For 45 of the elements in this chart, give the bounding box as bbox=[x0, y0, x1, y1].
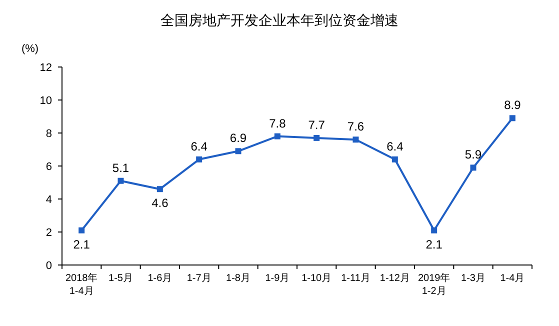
point bbox=[78, 227, 85, 234]
data-label: 6.9 bbox=[230, 131, 247, 146]
x-tick-label: 2019年 1-2月 bbox=[418, 272, 450, 297]
x-tick-label: 1-6月 bbox=[148, 273, 172, 284]
data-label: 5.1 bbox=[112, 160, 130, 175]
x-tick-label: 1-7月 bbox=[186, 273, 212, 284]
y-tick-label: 2 bbox=[46, 227, 52, 239]
data-label: 7.8 bbox=[269, 116, 286, 130]
x-tick-label: 1-9月 bbox=[265, 273, 290, 284]
point bbox=[431, 227, 438, 234]
point bbox=[392, 156, 398, 162]
data-label: 4.6 bbox=[152, 196, 169, 210]
data-label: 6.4 bbox=[190, 139, 208, 154]
y-tick-label: 0 bbox=[46, 260, 52, 272]
x-tick-label: 1-10月 bbox=[302, 273, 332, 284]
x-tick-label: 2018年 1-4月 bbox=[65, 272, 98, 297]
data-label: 8.9 bbox=[504, 98, 522, 112]
y-tick-label: 10 bbox=[40, 95, 52, 107]
y-tick-label: 12 bbox=[40, 62, 52, 74]
y-tick-label: 8 bbox=[46, 128, 52, 140]
point bbox=[314, 134, 320, 141]
y-axis-title: (%) bbox=[21, 43, 39, 55]
data-label: 5.9 bbox=[464, 148, 482, 162]
data-label: 7.7 bbox=[308, 118, 326, 132]
chart-title: 全国房地产开发企业本年到位资金增速 bbox=[160, 12, 398, 28]
data-label: 6.4 bbox=[386, 139, 404, 154]
point bbox=[352, 136, 359, 143]
x-tick-label: 1-12月 bbox=[380, 273, 410, 284]
point bbox=[196, 156, 202, 162]
point bbox=[470, 164, 476, 171]
data-label: 7.6 bbox=[347, 120, 364, 134]
point bbox=[509, 115, 516, 122]
x-tick-label: 1-11月 bbox=[341, 273, 370, 284]
point bbox=[118, 178, 124, 184]
data-label: 2.1 bbox=[426, 237, 443, 252]
point bbox=[156, 186, 163, 192]
x-tick-label: 1-8月 bbox=[226, 273, 250, 284]
point bbox=[274, 133, 280, 140]
x-tick-label: 1-4月 bbox=[500, 273, 525, 284]
x-tick-label: 1-3月 bbox=[461, 273, 486, 284]
x-tick-label: 1-5月 bbox=[108, 273, 133, 284]
point bbox=[235, 148, 242, 154]
y-tick-label: 6 bbox=[46, 161, 52, 173]
data-label: 2.1 bbox=[73, 237, 90, 252]
y-tick-label: 4 bbox=[46, 194, 52, 206]
